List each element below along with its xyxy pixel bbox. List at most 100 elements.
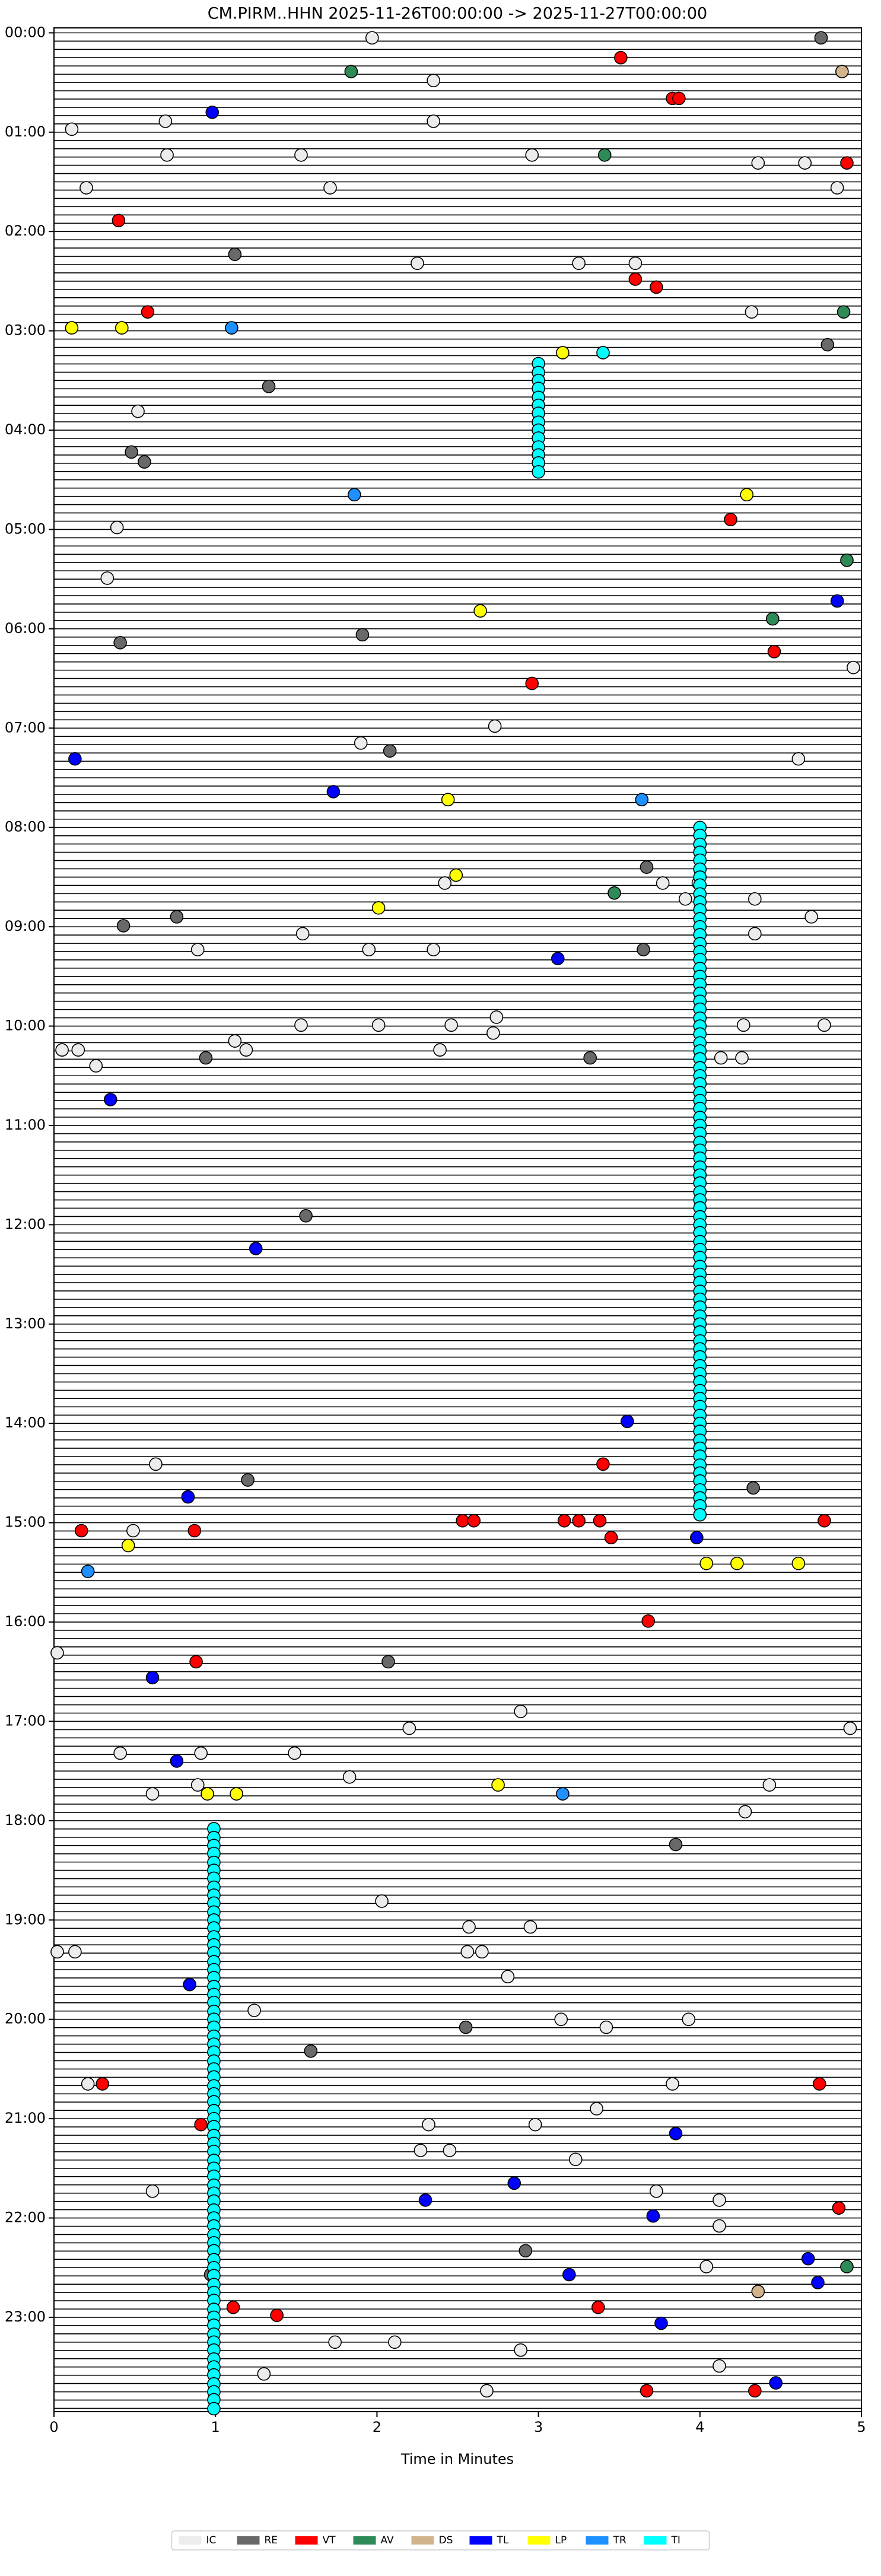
event-marker xyxy=(462,1920,476,1934)
event-marker xyxy=(418,2193,432,2207)
event-marker xyxy=(65,321,79,335)
event-marker xyxy=(820,338,835,352)
event-marker xyxy=(113,1746,127,1760)
event-marker xyxy=(239,1043,253,1057)
event-marker xyxy=(131,404,145,418)
event-marker xyxy=(489,1010,504,1024)
event-marker xyxy=(304,2044,318,2058)
event-marker xyxy=(748,927,762,941)
y-tick-label: 14:00 xyxy=(5,1414,46,1431)
event-marker xyxy=(402,1721,416,1735)
event-marker xyxy=(654,2316,668,2330)
event-marker xyxy=(556,1787,570,1801)
event-marker xyxy=(79,181,93,195)
y-tick-label: 22:00 xyxy=(5,2209,46,2226)
event-marker xyxy=(158,115,173,128)
event-marker xyxy=(751,2285,765,2298)
event-marker xyxy=(528,2117,542,2132)
event-marker xyxy=(596,346,610,360)
event-marker xyxy=(388,2335,402,2349)
event-marker xyxy=(81,1564,95,1578)
event-marker xyxy=(121,1538,135,1553)
event-marker xyxy=(181,1490,195,1504)
y-tick-label: 06:00 xyxy=(5,620,46,637)
event-marker xyxy=(486,1026,500,1040)
event-marker xyxy=(55,1043,69,1057)
y-tick-label: 05:00 xyxy=(5,520,46,537)
event-marker xyxy=(201,1787,214,1801)
event-marker xyxy=(299,1209,313,1223)
event-marker xyxy=(735,1051,749,1065)
event-marker xyxy=(798,156,812,170)
event-marker xyxy=(443,2144,457,2157)
event-marker xyxy=(830,181,844,195)
event-marker xyxy=(194,2117,208,2132)
event-marker xyxy=(650,2184,663,2198)
event-marker xyxy=(699,1556,713,1570)
event-marker xyxy=(50,1646,64,1660)
event-marker xyxy=(145,1787,160,1801)
legend-swatch xyxy=(295,2536,318,2545)
y-tick-label: 02:00 xyxy=(5,222,46,239)
x-tick-label: 5 xyxy=(857,2419,866,2435)
event-marker xyxy=(149,1457,163,1471)
event-marker xyxy=(488,719,502,733)
event-marker xyxy=(840,554,854,567)
event-marker xyxy=(562,2267,576,2282)
event-marker xyxy=(523,1920,537,1934)
event-marker xyxy=(81,2077,95,2091)
event-marker xyxy=(748,892,762,906)
event-marker xyxy=(507,2176,521,2190)
event-marker xyxy=(713,2193,726,2207)
event-marker xyxy=(414,2144,428,2157)
y-tick-label: 01:00 xyxy=(5,123,46,140)
event-marker xyxy=(740,488,754,502)
event-marker xyxy=(441,793,455,807)
y-tick-label: 18:00 xyxy=(5,1812,46,1828)
event-marker xyxy=(679,892,692,906)
event-marker xyxy=(736,1018,750,1032)
event-marker xyxy=(551,952,565,965)
event-marker xyxy=(762,1778,777,1792)
y-tick-label: 10:00 xyxy=(5,1017,46,1034)
event-marker xyxy=(614,50,628,65)
event-marker xyxy=(714,1051,728,1065)
event-marker xyxy=(801,2251,815,2266)
event-marker xyxy=(519,2244,533,2258)
event-marker xyxy=(50,1945,64,1959)
event-marker xyxy=(365,31,379,45)
x-tick-label: 2 xyxy=(373,2419,381,2435)
event-marker xyxy=(532,465,545,479)
event-marker xyxy=(682,2012,696,2027)
event-marker xyxy=(672,91,686,106)
event-marker xyxy=(640,2384,654,2398)
event-marker xyxy=(791,1556,806,1570)
legend-swatch xyxy=(644,2536,667,2545)
event-marker xyxy=(110,520,124,535)
event-marker xyxy=(444,1018,458,1032)
event-marker xyxy=(832,2201,846,2215)
event-marker xyxy=(427,74,440,88)
event-marker xyxy=(621,1414,634,1429)
event-marker xyxy=(371,1018,386,1032)
event-marker xyxy=(295,927,310,941)
legend-label: LP xyxy=(555,2534,567,2546)
event-marker xyxy=(847,660,860,675)
event-marker xyxy=(294,148,308,162)
event-marker xyxy=(65,122,79,136)
y-tick-label: 17:00 xyxy=(5,1712,46,1729)
event-marker xyxy=(467,1513,481,1528)
event-marker xyxy=(746,1481,760,1495)
event-marker xyxy=(427,115,440,128)
event-marker xyxy=(459,2020,473,2034)
event-marker xyxy=(669,1837,683,1852)
y-tick-label: 15:00 xyxy=(5,1514,46,1531)
event-marker xyxy=(637,943,650,956)
legend-swatch xyxy=(237,2536,260,2545)
event-marker xyxy=(411,256,424,271)
legend-label: VT xyxy=(323,2534,336,2546)
event-marker xyxy=(456,1513,469,1528)
y-tick-label: 16:00 xyxy=(5,1613,46,1630)
event-marker xyxy=(230,1787,243,1801)
legend-label: AV xyxy=(381,2534,395,2546)
